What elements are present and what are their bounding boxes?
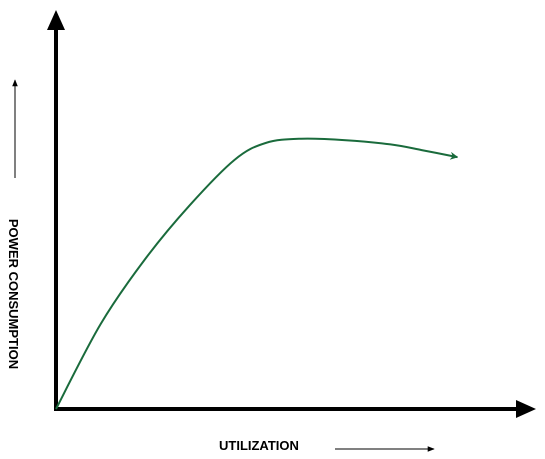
series-line xyxy=(55,137,459,410)
xlabel: UTILIZATION xyxy=(219,438,299,453)
x-axis-arrowhead xyxy=(516,400,536,418)
y-axis-arrowhead xyxy=(47,10,65,30)
ylabel: POWER CONSUMPTION xyxy=(6,219,21,369)
